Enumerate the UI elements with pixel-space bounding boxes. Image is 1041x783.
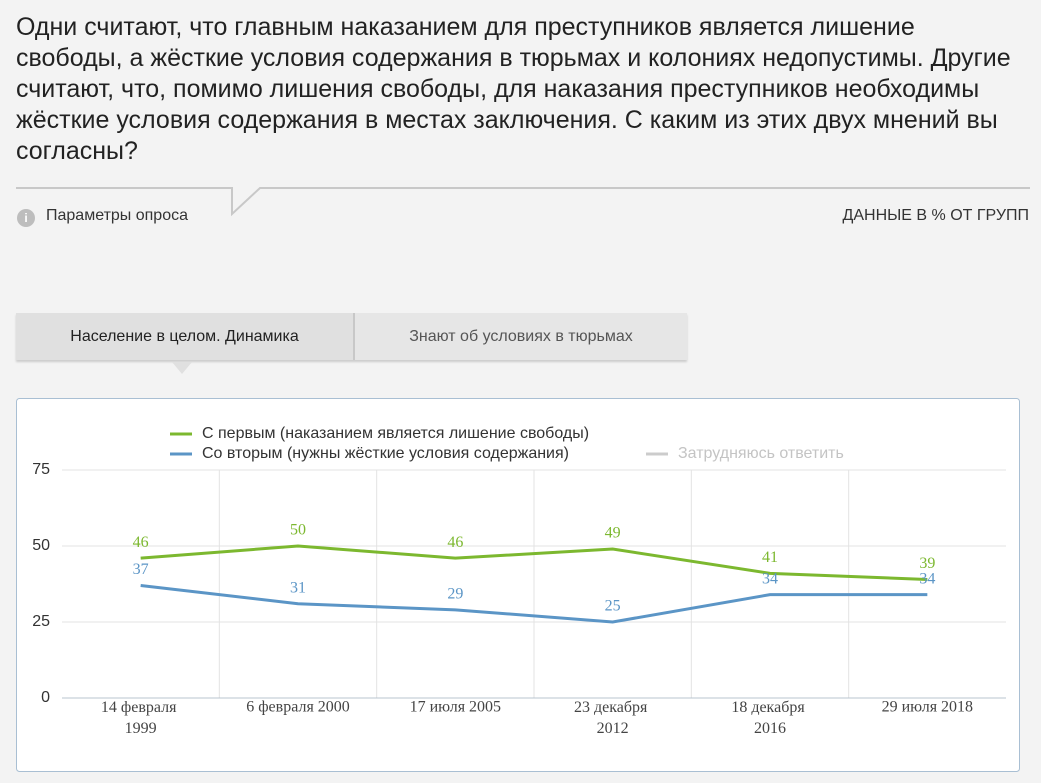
x-tick-label: 29 июля 2018: [882, 699, 973, 716]
y-tick-label: 75: [32, 461, 50, 478]
x-tick-label: 14 февраля 1999: [101, 699, 181, 737]
data-label: 46: [133, 534, 149, 551]
data-label: 29: [447, 586, 463, 603]
data-label: 25: [605, 598, 621, 615]
legend-label: С первым (наказанием является лишение св…: [202, 425, 589, 442]
info-icon-glyph: i: [24, 211, 27, 225]
data-label: 46: [447, 534, 463, 551]
data-label: 49: [605, 525, 621, 542]
question: Одни считают, что главным наказанием для…: [16, 13, 1011, 165]
data-label: 50: [290, 522, 306, 539]
tab[interactable]: Население в целом. Динамика: [16, 313, 355, 360]
chart-box: [16, 398, 1020, 772]
y-tick-label: 25: [32, 613, 50, 630]
tab[interactable]: Знают об условиях в тюрьмах: [409, 328, 633, 345]
data-label: 34: [762, 570, 778, 587]
series-line: [140, 584, 928, 624]
units-note: ДАННЫЕ В % ОТ ГРУПП: [842, 207, 1030, 224]
separator: [16, 187, 1030, 217]
data-label: 31: [290, 579, 306, 596]
x-tick-label: 18 декабря 2016: [731, 699, 808, 737]
x-tick-label: 17 июля 2005: [410, 699, 501, 716]
data-label: 41: [762, 549, 778, 566]
data-label: 39: [919, 555, 935, 572]
params-link[interactable]: Параметры опроса: [46, 207, 188, 224]
y-tick-label: 0: [41, 689, 50, 706]
x-tick-label: 23 декабря 2012: [574, 699, 651, 737]
info-icon[interactable]: [17, 209, 35, 227]
y-tick-label: 50: [32, 537, 50, 554]
series-line: [140, 544, 928, 581]
data-label: 34: [919, 570, 935, 587]
data-label: 37: [133, 561, 149, 578]
legend-label: Затрудняюсь ответить: [678, 445, 844, 462]
tab-pointer: [172, 362, 192, 374]
tabs: Население в целом. Динамика Знают об усл…: [16, 313, 687, 360]
legend-label: Со вторым (нужны жёсткие условия содержа…: [202, 445, 569, 462]
x-tick-label: 6 февраля 2000: [246, 699, 350, 716]
